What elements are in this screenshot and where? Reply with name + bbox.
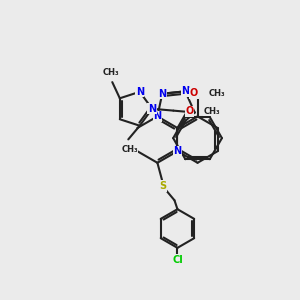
Text: S: S (159, 181, 166, 191)
Text: Cl: Cl (172, 255, 183, 265)
Text: N: N (181, 86, 189, 96)
Text: N: N (153, 111, 161, 122)
Text: N: N (158, 89, 166, 99)
Text: CH₃: CH₃ (103, 68, 119, 77)
Text: CH₃: CH₃ (208, 89, 225, 98)
Text: N: N (148, 104, 156, 114)
Text: CH₃: CH₃ (204, 107, 220, 116)
Text: N: N (173, 146, 181, 156)
Text: CH₃: CH₃ (122, 145, 138, 154)
Text: N: N (136, 87, 144, 97)
Text: O: O (185, 106, 194, 116)
Text: O: O (190, 88, 198, 98)
